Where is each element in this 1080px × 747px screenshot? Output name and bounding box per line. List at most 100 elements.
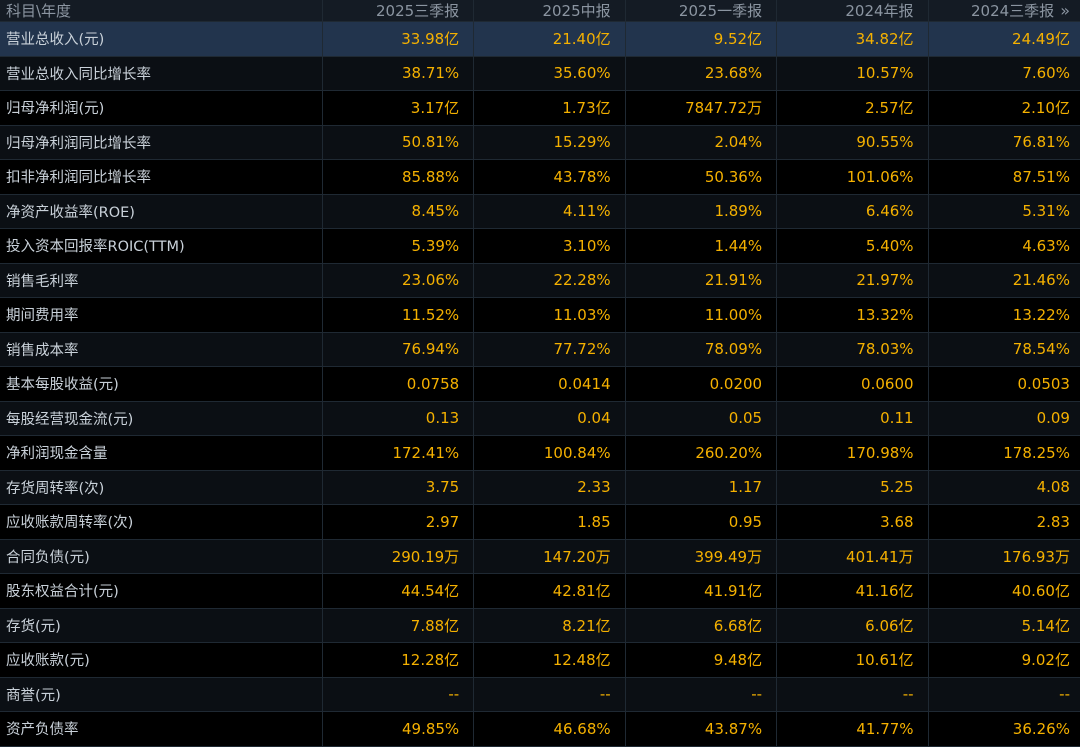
header-period[interactable]: 2025中报 xyxy=(474,0,626,21)
table-row[interactable]: 净利润现金含量 172.41% 100.84% 260.20% 170.98% 178.2… xyxy=(0,436,1080,471)
row-value: 0.09 xyxy=(1036,409,1070,428)
row-value: 399.49万 xyxy=(626,539,778,573)
row-value: 11.52% xyxy=(323,298,475,332)
row-value: 50.36% xyxy=(626,160,778,194)
row-value: -- xyxy=(323,677,475,711)
table-row[interactable]: 应收账款(元) 12.28亿 12.48亿 9.48亿 10.61亿 9.02亿 xyxy=(0,643,1080,678)
row-value: 2.83 xyxy=(1036,512,1070,531)
row-value: 176.93万 xyxy=(1002,547,1070,566)
row-label: 营业总收入(元) xyxy=(0,22,323,56)
table-row[interactable]: 销售成本率 76.94% 77.72% 78.09% 78.03% 78.54% xyxy=(0,332,1080,367)
row-value: -- xyxy=(1059,685,1070,704)
header-first: 科目\年度 xyxy=(0,0,323,21)
row-value: 1.44% xyxy=(626,229,778,263)
row-value: 2.33 xyxy=(474,470,626,504)
row-value: 15.29% xyxy=(474,125,626,159)
row-value: 76.94% xyxy=(323,332,475,366)
row-value: 401.41万 xyxy=(777,539,929,573)
table-row[interactable]: 存货(元) 7.88亿 8.21亿 6.68亿 6.06亿 5.14亿 xyxy=(0,608,1080,643)
row-value: 78.03% xyxy=(777,332,929,366)
row-value: 100.84% xyxy=(474,436,626,470)
row-value: 0.11 xyxy=(777,401,929,435)
row-value: 0.0758 xyxy=(323,367,475,401)
table-row[interactable]: 投入资本回报率ROIC(TTM) 5.39% 3.10% 1.44% 5.40% 4.63… xyxy=(0,229,1080,264)
row-value: 0.95 xyxy=(626,505,778,539)
row-label: 净资产收益率(ROE) xyxy=(0,194,323,228)
table-row[interactable]: 资产负债率 49.85% 46.68% 43.87% 41.77% 36.26% xyxy=(0,712,1080,747)
row-value: 3.17亿 xyxy=(323,91,475,125)
row-value: 12.48亿 xyxy=(474,643,626,677)
row-value: 4.11% xyxy=(474,194,626,228)
table-row[interactable]: 商誉(元) -- -- -- -- -- xyxy=(0,677,1080,712)
row-value: 38.71% xyxy=(323,56,475,90)
row-value: 76.81% xyxy=(1012,133,1070,152)
row-value: 6.46% xyxy=(777,194,929,228)
table-row[interactable]: 期间费用率 11.52% 11.03% 11.00% 13.32% 13.22% xyxy=(0,298,1080,333)
table-row[interactable]: 归母净利润(元) 3.17亿 1.73亿 7847.72万 2.57亿 2.10亿 xyxy=(0,91,1080,126)
row-value: 34.82亿 xyxy=(777,22,929,56)
row-value: 23.68% xyxy=(626,56,778,90)
row-value: 2.10亿 xyxy=(1021,99,1070,118)
row-value: 42.81亿 xyxy=(474,574,626,608)
table-row[interactable]: 销售毛利率 23.06% 22.28% 21.91% 21.97% 21.46% xyxy=(0,263,1080,298)
table-row[interactable]: 营业总收入(元) 33.98亿 21.40亿 9.52亿 34.82亿 24.49亿 xyxy=(0,22,1080,57)
row-value: 13.32% xyxy=(777,298,929,332)
row-value: 6.68亿 xyxy=(626,608,778,642)
table-row[interactable]: 扣非净利润同比增长率 85.88% 43.78% 50.36% 101.06% 87.51… xyxy=(0,160,1080,195)
row-value: 36.26% xyxy=(1012,719,1070,738)
row-label: 销售毛利率 xyxy=(0,263,323,297)
row-value: 43.87% xyxy=(626,712,778,746)
row-label: 净利润现金含量 xyxy=(0,436,323,470)
row-value: 0.0414 xyxy=(474,367,626,401)
row-value: 0.0200 xyxy=(626,367,778,401)
row-value: 4.63% xyxy=(1022,236,1070,255)
table-row[interactable]: 应收账款周转率(次) 2.97 1.85 0.95 3.68 2.83 xyxy=(0,505,1080,540)
row-value: 13.22% xyxy=(1012,305,1070,324)
row-label: 资产负债率 xyxy=(0,712,323,746)
table-row[interactable]: 归母净利润同比增长率 50.81% 15.29% 2.04% 90.55% 76.81% xyxy=(0,125,1080,160)
row-value: 9.02亿 xyxy=(1021,651,1070,670)
row-value: 172.41% xyxy=(323,436,475,470)
chevron-double-right-icon[interactable]: » xyxy=(1060,1,1070,20)
row-label: 合同负债(元) xyxy=(0,539,323,573)
row-value: 49.85% xyxy=(323,712,475,746)
row-value: 21.40亿 xyxy=(474,22,626,56)
row-value: 0.13 xyxy=(323,401,475,435)
row-value: 1.73亿 xyxy=(474,91,626,125)
row-value: 35.60% xyxy=(474,56,626,90)
row-value: 0.05 xyxy=(626,401,778,435)
row-value: 10.61亿 xyxy=(777,643,929,677)
row-value: 10.57% xyxy=(777,56,929,90)
row-value: 5.31% xyxy=(1022,202,1070,221)
table-row[interactable]: 合同负债(元) 290.19万 147.20万 399.49万 401.41万 176.9… xyxy=(0,539,1080,574)
row-value: 87.51% xyxy=(1012,167,1070,186)
row-value: 11.03% xyxy=(474,298,626,332)
row-value: 1.89% xyxy=(626,194,778,228)
row-label: 销售成本率 xyxy=(0,332,323,366)
row-value: 40.60亿 xyxy=(1012,582,1070,601)
row-label: 商誉(元) xyxy=(0,677,323,711)
row-value: 50.81% xyxy=(323,125,475,159)
row-value: 33.98亿 xyxy=(323,22,475,56)
row-value: 78.09% xyxy=(626,332,778,366)
table-row[interactable]: 存货周转率(次) 3.75 2.33 1.17 5.25 4.08 xyxy=(0,470,1080,505)
row-value: 260.20% xyxy=(626,436,778,470)
header-period-last[interactable]: 2024三季报 » xyxy=(929,0,1080,21)
table-row[interactable]: 股东权益合计(元) 44.54亿 42.81亿 41.91亿 41.16亿 40.60亿 xyxy=(0,574,1080,609)
table-row[interactable]: 基本每股收益(元) 0.0758 0.0414 0.0200 0.0600 0.0503 xyxy=(0,367,1080,402)
table-row[interactable]: 净资产收益率(ROE) 8.45% 4.11% 1.89% 6.46% 5.31% xyxy=(0,194,1080,229)
row-label: 投入资本回报率ROIC(TTM) xyxy=(0,229,323,263)
header-period[interactable]: 2024年报 xyxy=(777,0,929,21)
row-value: 1.85 xyxy=(474,505,626,539)
table-row[interactable]: 营业总收入同比增长率 38.71% 35.60% 23.68% 10.57% 7.60% xyxy=(0,56,1080,91)
header-period[interactable]: 2025三季报 xyxy=(323,0,475,21)
row-label: 期间费用率 xyxy=(0,298,323,332)
header-period[interactable]: 2025一季报 xyxy=(626,0,778,21)
row-label: 营业总收入同比增长率 xyxy=(0,56,323,90)
header-period-label: 2024三季报 xyxy=(971,2,1055,20)
table-row[interactable]: 每股经营现金流(元) 0.13 0.04 0.05 0.11 0.09 xyxy=(0,401,1080,436)
row-value: 147.20万 xyxy=(474,539,626,573)
row-value: 9.48亿 xyxy=(626,643,778,677)
row-value: 43.78% xyxy=(474,160,626,194)
